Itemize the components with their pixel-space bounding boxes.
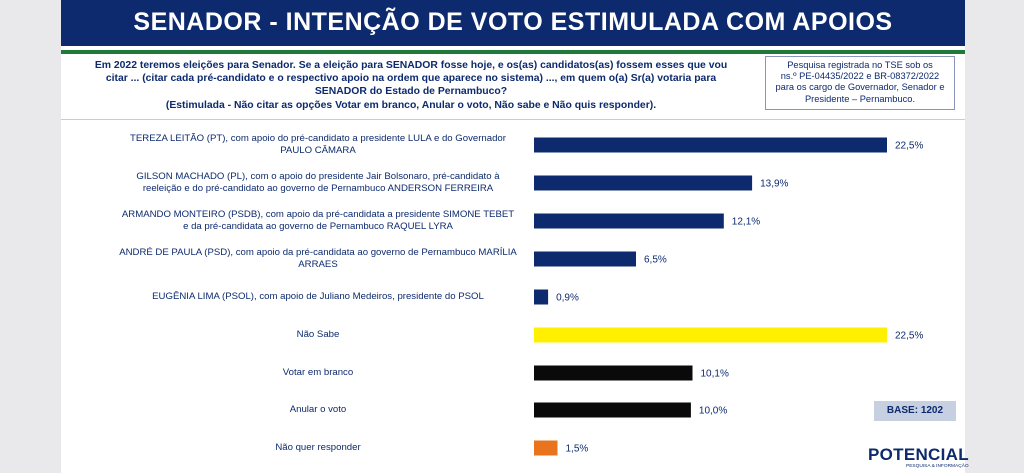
bar-5 [534, 289, 549, 305]
note-line-3: para os cargo de Governador, Senador e [775, 82, 945, 93]
question-line-1: Em 2022 teremos eleições para Senador. S… [94, 60, 728, 71]
category-label-5: EUGÊNIA LIMA (PSOL), com apoio de Julian… [88, 291, 548, 303]
question-line-2: citar ... (citar cada pré-candidato e o … [105, 73, 717, 85]
category-line-1: ARMANDO MONTEIRO (PSDB), com apoio da pr… [121, 209, 515, 220]
bar-8 [534, 402, 691, 418]
category-label-8: Anular o voto [88, 404, 548, 416]
value-label-5: 0,9% [556, 293, 579, 304]
value-label-2: 13,9% [760, 179, 788, 190]
divider [61, 119, 965, 120]
bar-7 [534, 365, 693, 381]
question-line-4: (Estimulada - Não citar as opções Votar … [165, 99, 657, 111]
category-line-1: GILSON MACHADO (PL), com o apoio do pres… [136, 171, 500, 182]
category-line-1: TEREZA LEITÃO (PT), com apoio do pré-can… [130, 133, 506, 144]
category-line-2: PAULO CÂMARA [280, 145, 356, 156]
value-label-9: 1,5% [566, 444, 589, 455]
bar-1 [534, 137, 887, 153]
value-label-7: 10,1% [701, 369, 729, 380]
category-line-1: Votar em branco [282, 367, 354, 378]
value-label-6: 22,5% [895, 331, 923, 342]
registration-note: Pesquisa registrada no TSE sob os ns.º P… [765, 56, 955, 110]
logo-wordmark: POTENCIAL [868, 445, 969, 464]
bar-4 [534, 251, 636, 267]
category-line-1: EUGÊNIA LIMA (PSOL), com apoio de Julian… [152, 291, 484, 302]
note-line-1: Pesquisa registrada no TSE sob os [787, 60, 933, 70]
category-label-9: Não quer responder [88, 442, 548, 454]
category-label-7: Votar em branco [88, 367, 548, 379]
category-line-1: Não quer responder [275, 442, 361, 453]
logo-tagline: PESQUISA & INFORMAÇÃO [906, 464, 969, 469]
category-line-2: ARRAES [298, 259, 338, 270]
bar-2 [534, 175, 753, 191]
category-label-6: Não Sabe [88, 329, 548, 341]
bar-3 [534, 213, 724, 229]
value-label-1: 22,5% [895, 141, 923, 152]
category-line-1: Não Sabe [296, 329, 340, 340]
sample-base-badge: BASE: 1202 [874, 401, 956, 421]
bar-6 [534, 327, 887, 343]
value-label-3: 12,1% [732, 217, 760, 228]
note-line-4: Presidente – Pernambuco. [804, 93, 916, 104]
slide-background [61, 0, 965, 473]
category-line-1: ANDRÉ DE PAULA (PSD), com apoio da pré-c… [119, 247, 517, 258]
category-label-4: ANDRÉ DE PAULA (PSD), com apoio da pré-c… [88, 247, 548, 271]
bar-9 [534, 440, 558, 456]
category-line-2: reeleição e do pré-candidato ao governo … [142, 183, 494, 194]
category-label-3: ARMANDO MONTEIRO (PSDB), com apoio da pr… [88, 209, 548, 233]
header-accent-line [61, 50, 965, 54]
slide-title: SENADOR - INTENÇÃO DE VOTO ESTIMULADA CO… [61, 0, 965, 46]
potencial-logo: POTENCIAL PESQUISA & INFORMAÇÃO [868, 445, 969, 471]
value-label-4: 6,5% [644, 255, 667, 266]
category-line-1: Anular o voto [289, 404, 347, 415]
category-line-2: e da pré-candidata ao governo de Pernamb… [183, 221, 453, 232]
note-line-2: ns.º PE-04435/2022 e BR-08372/2022 [780, 71, 940, 82]
survey-question: Em 2022 teremos eleições para Senador. S… [66, 59, 756, 112]
category-label-2: GILSON MACHADO (PL), com o apoio do pres… [88, 171, 548, 195]
value-label-8: 10,0% [699, 406, 727, 417]
category-label-1: TEREZA LEITÃO (PT), com apoio do pré-can… [88, 133, 548, 157]
question-line-3: SENADOR do Estado de Pernambuco? [314, 86, 508, 98]
